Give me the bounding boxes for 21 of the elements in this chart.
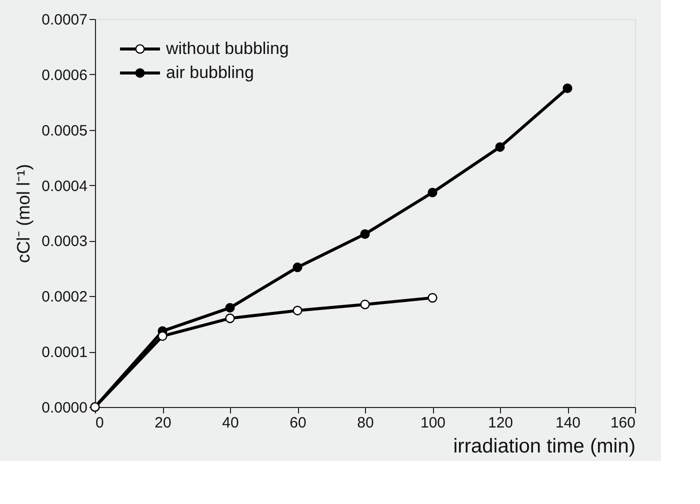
y-tick-label: 0.0006 bbox=[42, 66, 88, 84]
x-tick-label: 100 bbox=[420, 414, 446, 432]
x-tick-label: 20 bbox=[154, 414, 172, 432]
y-tick-label: 0.0003 bbox=[42, 233, 88, 250]
y-tick-label: 0.0007 bbox=[42, 12, 88, 28]
y-tick-label: 0.0000 bbox=[42, 400, 88, 416]
y-tick-label: 0.0005 bbox=[42, 122, 88, 140]
legend-label: air bubbling bbox=[166, 63, 254, 82]
x-tick-label: 140 bbox=[555, 414, 581, 432]
x-tick-label: 80 bbox=[357, 414, 374, 432]
x-tick-label: 0 bbox=[96, 414, 104, 432]
x-tick-label: 160 bbox=[610, 414, 636, 432]
y-tick-label: 0.0004 bbox=[42, 178, 88, 195]
legend-label: without bubbling bbox=[165, 39, 289, 58]
y-axis-title: cCl⁻ (mol l⁻¹) bbox=[14, 164, 34, 263]
x-tick-label: 120 bbox=[488, 414, 514, 432]
x-tick-label: 40 bbox=[222, 414, 239, 432]
x-tick-label: 60 bbox=[290, 414, 306, 432]
x-axis-title: irradiation time (min) bbox=[453, 436, 636, 458]
y-tick-label: 0.0001 bbox=[42, 344, 88, 362]
y-tick-label: 0.0002 bbox=[42, 288, 88, 306]
